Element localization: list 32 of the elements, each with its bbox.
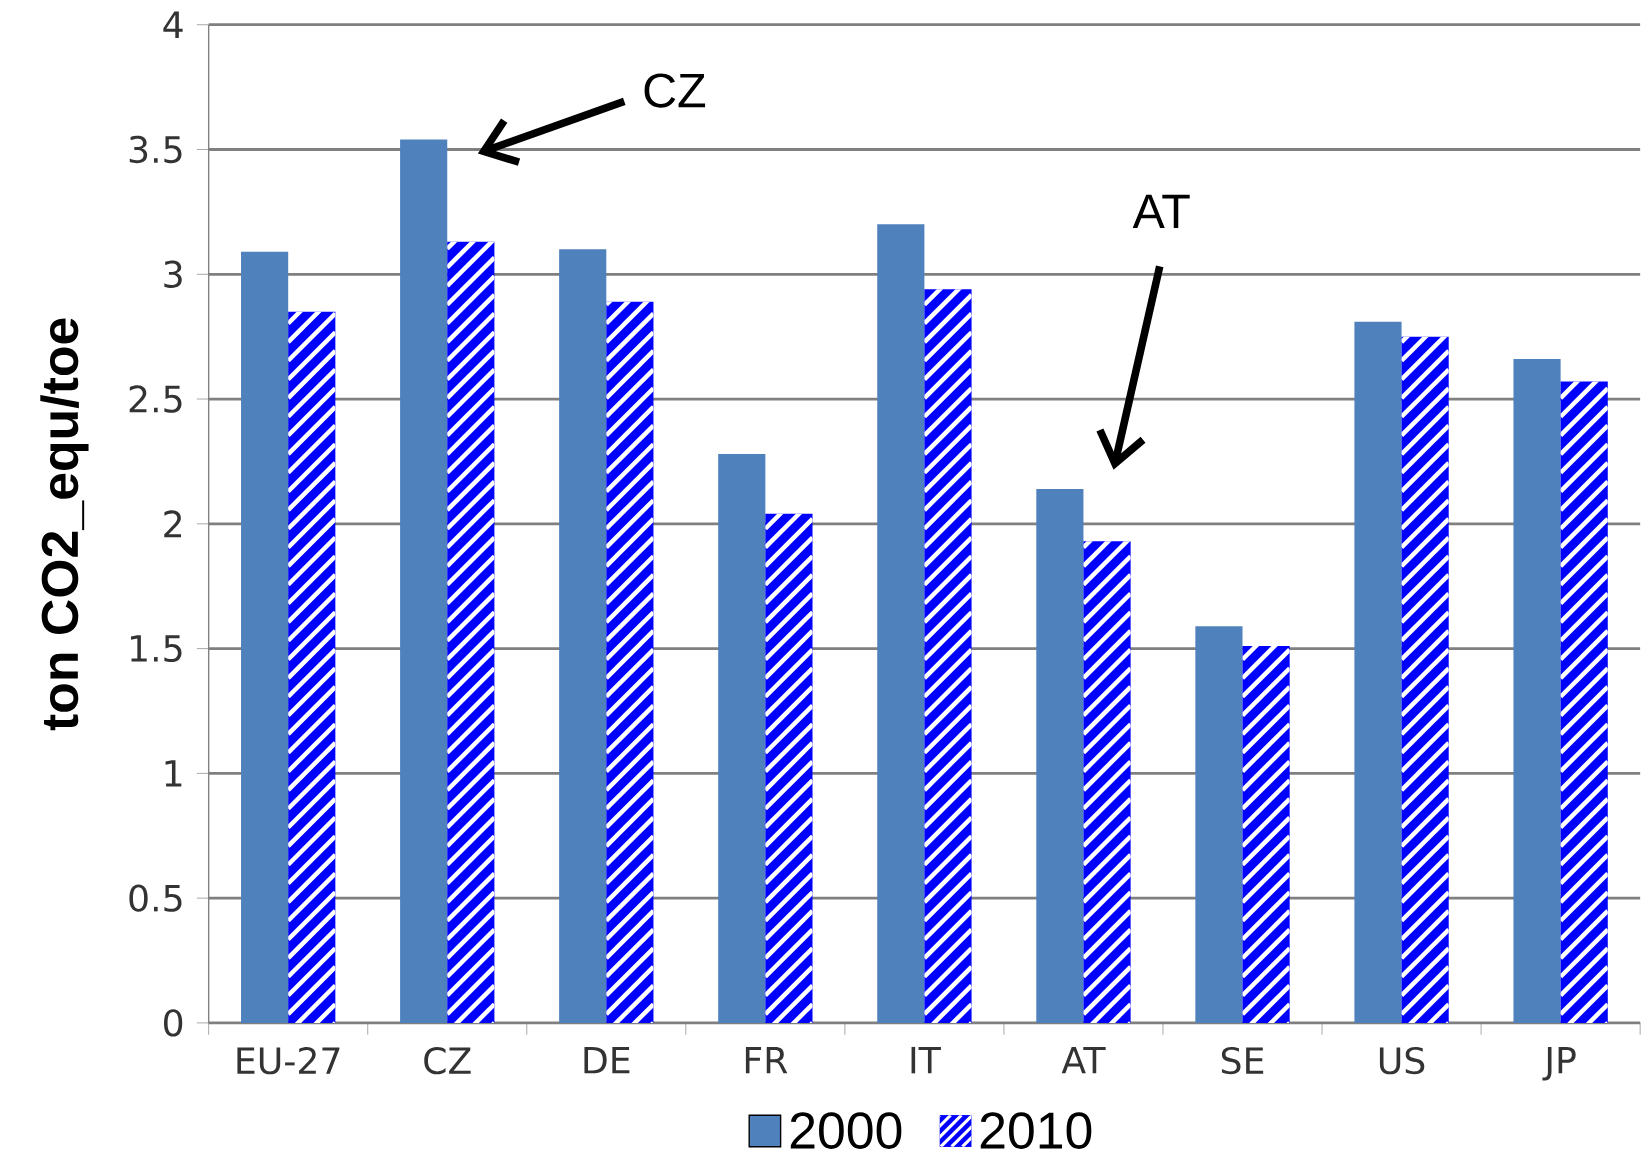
x-tick-label: AT [1061, 1046, 1106, 1074]
y-tick-label: 3.5 [129, 135, 182, 163]
y-tick-label: 1 [165, 759, 182, 787]
x-tick-label: EU-27 [237, 1046, 340, 1075]
x-tick-label: SE [1221, 1046, 1264, 1075]
y-tick-label: 3 [164, 260, 182, 288]
y-axis-title: ton CO2_equ/toe [40, 318, 89, 731]
annotation: AT [1132, 194, 1190, 228]
bar [718, 453, 766, 1023]
bar [1513, 358, 1561, 1023]
bar [241, 251, 289, 1023]
y-tick-label: 4 [163, 11, 183, 38]
legend-label: 2000 [790, 1112, 902, 1149]
y-tick-label: 2 [164, 510, 182, 538]
y-tick-label: 2.5 [129, 385, 182, 413]
bar [400, 139, 448, 1023]
y-tick-label: 0 [163, 1008, 183, 1037]
bar [1354, 321, 1402, 1023]
bar [877, 224, 925, 1023]
bar [559, 249, 607, 1023]
bar [1036, 488, 1084, 1023]
y-tick-label: 1.5 [130, 634, 182, 662]
y-tick-label: 0.5 [129, 884, 182, 912]
x-tick-label: FR [745, 1046, 788, 1074]
bar [1195, 625, 1243, 1023]
x-tick-label: DE [584, 1046, 630, 1074]
x-tick-label: JP [1542, 1046, 1576, 1081]
x-tick-label: IT [911, 1046, 941, 1074]
x-tick-label: US [1379, 1046, 1425, 1075]
annotation: CZ [644, 73, 706, 108]
legend-label: 2010 [980, 1112, 1092, 1149]
x-tick-label: CZ [424, 1046, 471, 1075]
